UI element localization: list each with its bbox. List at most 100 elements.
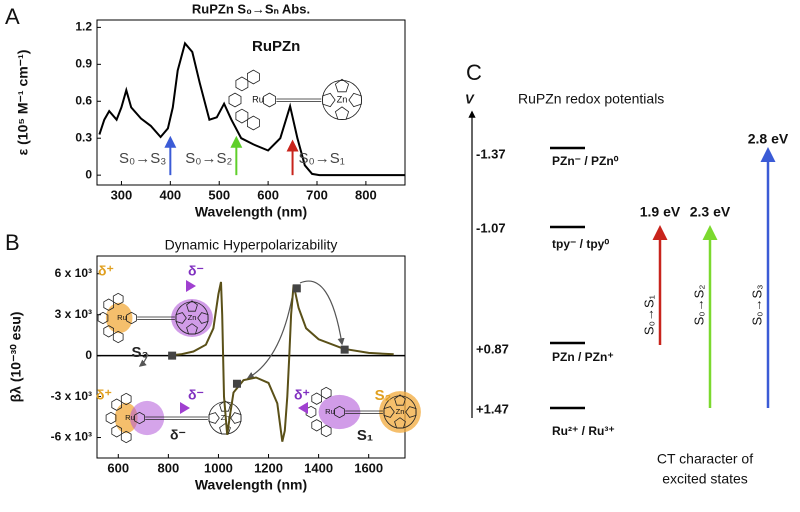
potential-value: +0.87	[476, 341, 509, 356]
transition-energy: 2.8 eV	[748, 131, 789, 147]
ring	[228, 92, 242, 108]
ring	[320, 386, 332, 400]
ring	[263, 92, 276, 108]
y-tick-label: 0.9	[75, 57, 92, 71]
ring	[103, 325, 114, 338]
y-tick-label: 6 x 10³	[55, 266, 92, 280]
atom-label: Zn	[188, 313, 197, 322]
transition-label: S₀→S₂	[691, 285, 706, 326]
data-line	[98, 41, 405, 177]
transition-label: S₀→S₁	[641, 294, 656, 335]
ring	[322, 92, 336, 108]
atom-label: Ru	[252, 94, 264, 104]
ring	[219, 400, 231, 412]
transition-energy: 1.9 eV	[640, 204, 681, 220]
charge-glow	[105, 302, 133, 334]
charge-glow	[130, 400, 165, 436]
ring	[208, 412, 220, 424]
annotation: S₃	[132, 344, 149, 361]
x-tick-label: 300	[111, 187, 133, 202]
atom-label: Ru	[125, 413, 135, 422]
axis-label: V	[465, 91, 475, 106]
annotation: S₂	[375, 387, 392, 404]
charge-glow	[318, 394, 361, 430]
charge-glow	[379, 391, 421, 433]
potential-value: -1.07	[476, 220, 506, 235]
y-tick-label: 0	[85, 167, 92, 181]
ring	[235, 76, 249, 92]
annotation: S₁	[357, 427, 373, 444]
molecule: Ru Zn	[97, 292, 213, 344]
x-tick-label: 500	[208, 187, 230, 202]
ring	[230, 412, 242, 424]
plot-frame	[96, 19, 406, 186]
x-tick-label: 600	[257, 187, 279, 202]
transition-label: S₀→S₃	[749, 284, 764, 325]
atom-label: Zn	[396, 407, 405, 416]
x-tick-label: 400	[159, 187, 181, 202]
data-point	[340, 345, 349, 354]
level-label: Ru²⁺ / Ru³⁺	[552, 424, 615, 438]
dipole-head	[180, 402, 190, 414]
diagram-title: RuPZn redox potentials	[518, 91, 664, 107]
x-tick-label: 1400	[304, 460, 333, 475]
charge-glow	[171, 299, 213, 337]
ring	[120, 392, 132, 406]
x-tick-label: 1200	[254, 460, 283, 475]
caption: CT character of	[657, 451, 753, 467]
transition-label: S₀→S₃	[119, 150, 166, 167]
atom-label: Ru	[325, 407, 335, 416]
ring	[246, 115, 260, 131]
molecule: Ru Zn	[228, 69, 362, 131]
ring	[112, 292, 124, 306]
x-tick-label: 1000	[204, 460, 233, 475]
caption: excited states	[662, 471, 748, 487]
data-point	[292, 284, 301, 293]
ring	[111, 425, 122, 438]
x-axis-title: Wavelength (nm)	[195, 477, 307, 493]
ring	[334, 78, 350, 93]
data-point	[232, 379, 241, 388]
transition-label: S₀→S₁	[299, 150, 345, 167]
level-label: PZn⁻ / PZn⁰	[552, 154, 619, 168]
atom-label: Ru	[117, 313, 127, 322]
y-axis-title: ε (10⁵ M⁻¹ cm⁻¹)	[15, 50, 31, 156]
ring	[97, 311, 109, 325]
x-axis-title: Wavelength (nm)	[195, 204, 307, 220]
chart-title: Dynamic Hyperpolarizability	[165, 237, 338, 253]
callout-arrow	[299, 280, 345, 346]
potential-value: +1.47	[476, 401, 509, 416]
transition-energy: 2.3 eV	[690, 204, 731, 220]
ring	[120, 430, 132, 444]
y-tick-label: 3 x 10³	[55, 307, 92, 321]
ring	[105, 411, 117, 425]
data-point	[168, 351, 177, 360]
y-tick-label: 0	[85, 348, 92, 362]
ring	[246, 69, 260, 85]
ring	[186, 300, 198, 312]
annotation: δ⁻	[170, 427, 186, 443]
data-line	[168, 281, 394, 442]
callout-arrow	[138, 353, 149, 367]
x-tick-label: 800	[355, 187, 377, 202]
y-tick-label: -6 x 10³	[51, 430, 92, 444]
ring	[112, 330, 124, 344]
annotation: δ⁺	[98, 263, 114, 279]
plot-frame	[96, 255, 406, 459]
chart-title: RuPZn S₀→Sₙ Abs.	[192, 1, 310, 16]
molecule: Ru Zn	[305, 386, 421, 438]
ring	[348, 92, 362, 108]
level-label: PZn / PZn⁺	[552, 350, 614, 364]
ring	[320, 424, 332, 438]
ring	[311, 419, 323, 432]
panel-label: A	[5, 4, 20, 29]
structure-name: RuPZn	[252, 38, 300, 55]
x-tick-label: 700	[306, 187, 328, 202]
level-label: tpy⁻ / tpy⁰	[552, 237, 609, 251]
annotation: δ⁻	[188, 263, 204, 279]
y-axis-title: βλ (10⁻³⁰ esu)	[8, 312, 24, 403]
annotation: δ⁺	[96, 387, 112, 403]
macrocycle	[383, 395, 417, 429]
ring	[394, 394, 406, 406]
